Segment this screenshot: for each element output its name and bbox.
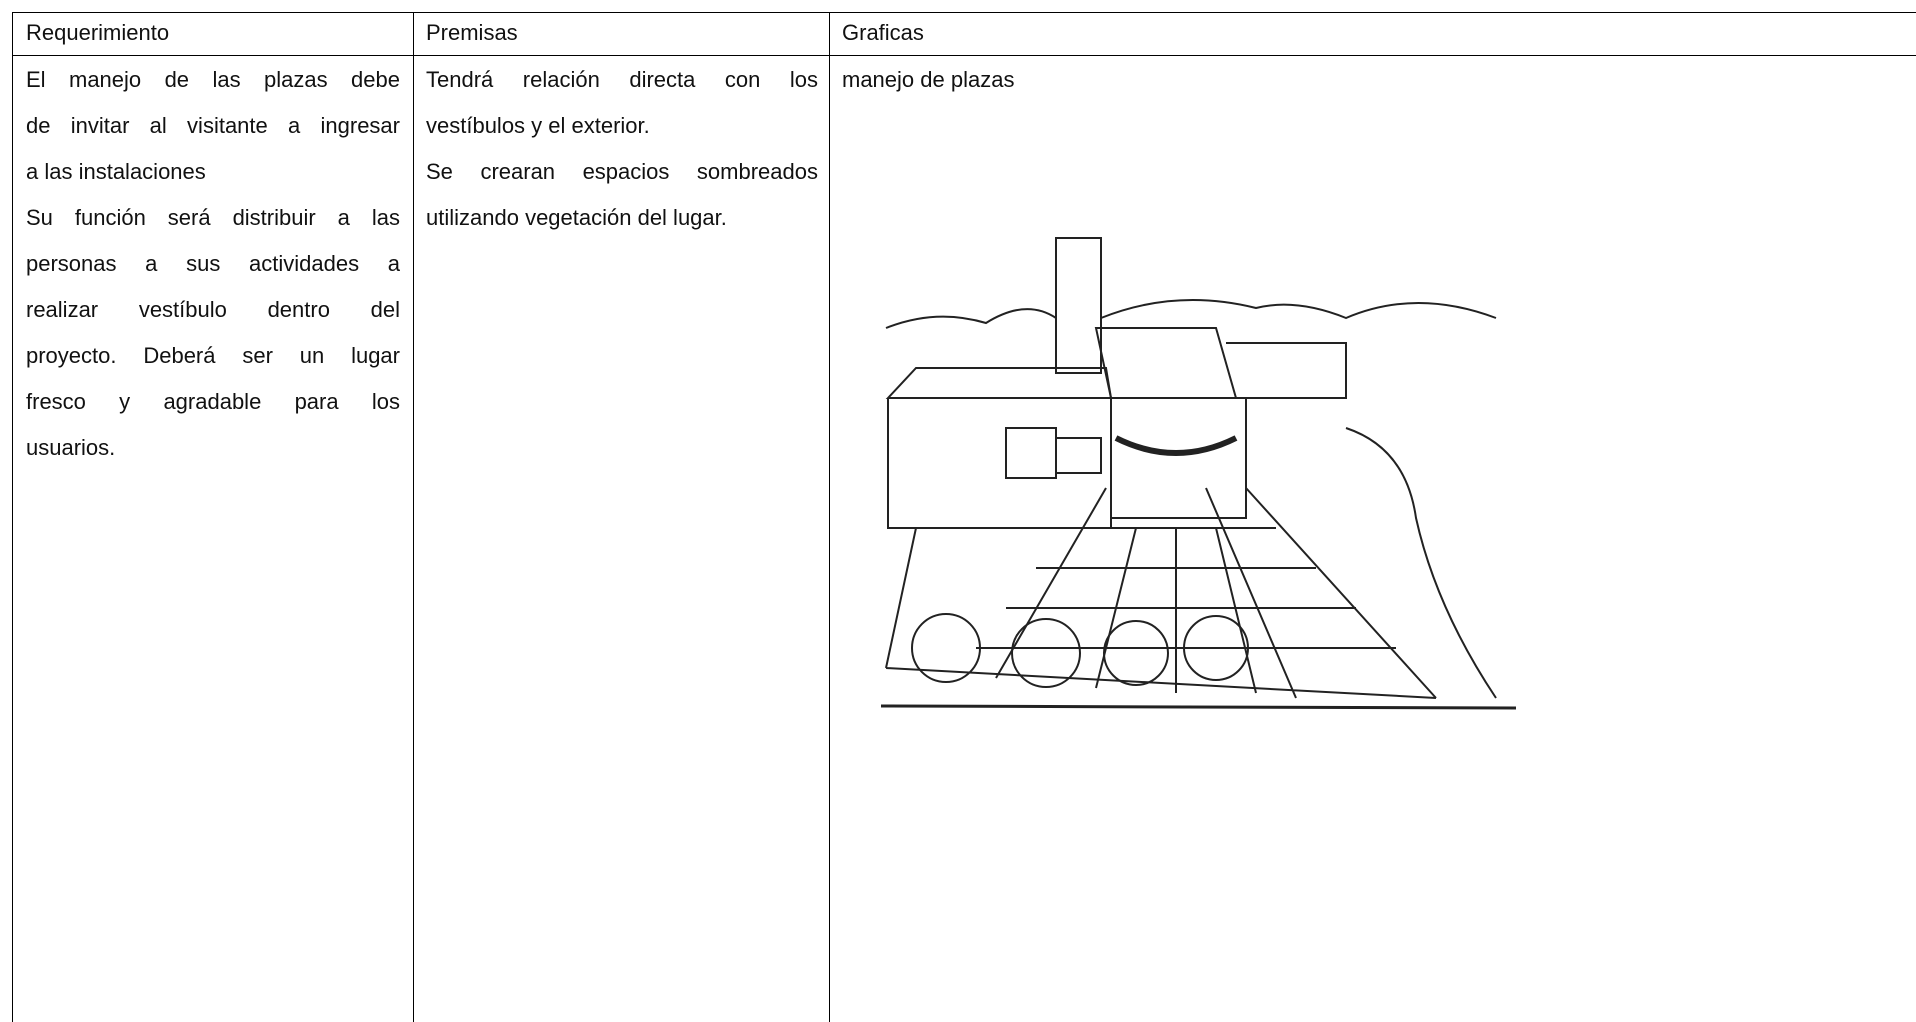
text-line: realizar vestíbulo dentro del [26,297,400,322]
table-cell: El manejo de las plazas debe de invitar a… [26,57,400,471]
sketch-drawing [880,237,1517,710]
table-border [12,55,1916,56]
column-header: Requerimiento [26,20,170,45]
text-line: proyecto. Deberá ser un lugar [26,343,400,368]
text-line: Tendrá relación directa con los [426,67,818,92]
text-line: El manejo de las plazas debe [26,67,400,92]
text-line: utilizando vegetación del lugar. [426,205,727,230]
table-border [829,12,830,1022]
table-border [413,12,414,1022]
text-line: Se crearan espacios sombreados [426,159,818,184]
text-line: personas a sus actividades a [26,251,400,276]
column-header: Premisas [426,20,518,45]
text-line: usuarios. [26,435,116,460]
text-line: a las instalaciones [26,159,206,184]
text-line: fresco y agradable para los [26,389,400,414]
text-line: de invitar al visitante a ingresar [26,113,400,138]
table-border [12,12,1916,13]
text-line: manejo de plazas [842,67,1015,92]
table-cell: Tendrá relación directa con los vestíbulo… [426,57,818,241]
text-line: vestíbulos y el exterior. [426,113,650,138]
table-cell: manejo de plazas [842,57,1842,103]
table-border [12,12,13,1022]
column-header: Graficas [842,20,924,45]
text-line: Su función será distribuir a las [26,205,400,230]
